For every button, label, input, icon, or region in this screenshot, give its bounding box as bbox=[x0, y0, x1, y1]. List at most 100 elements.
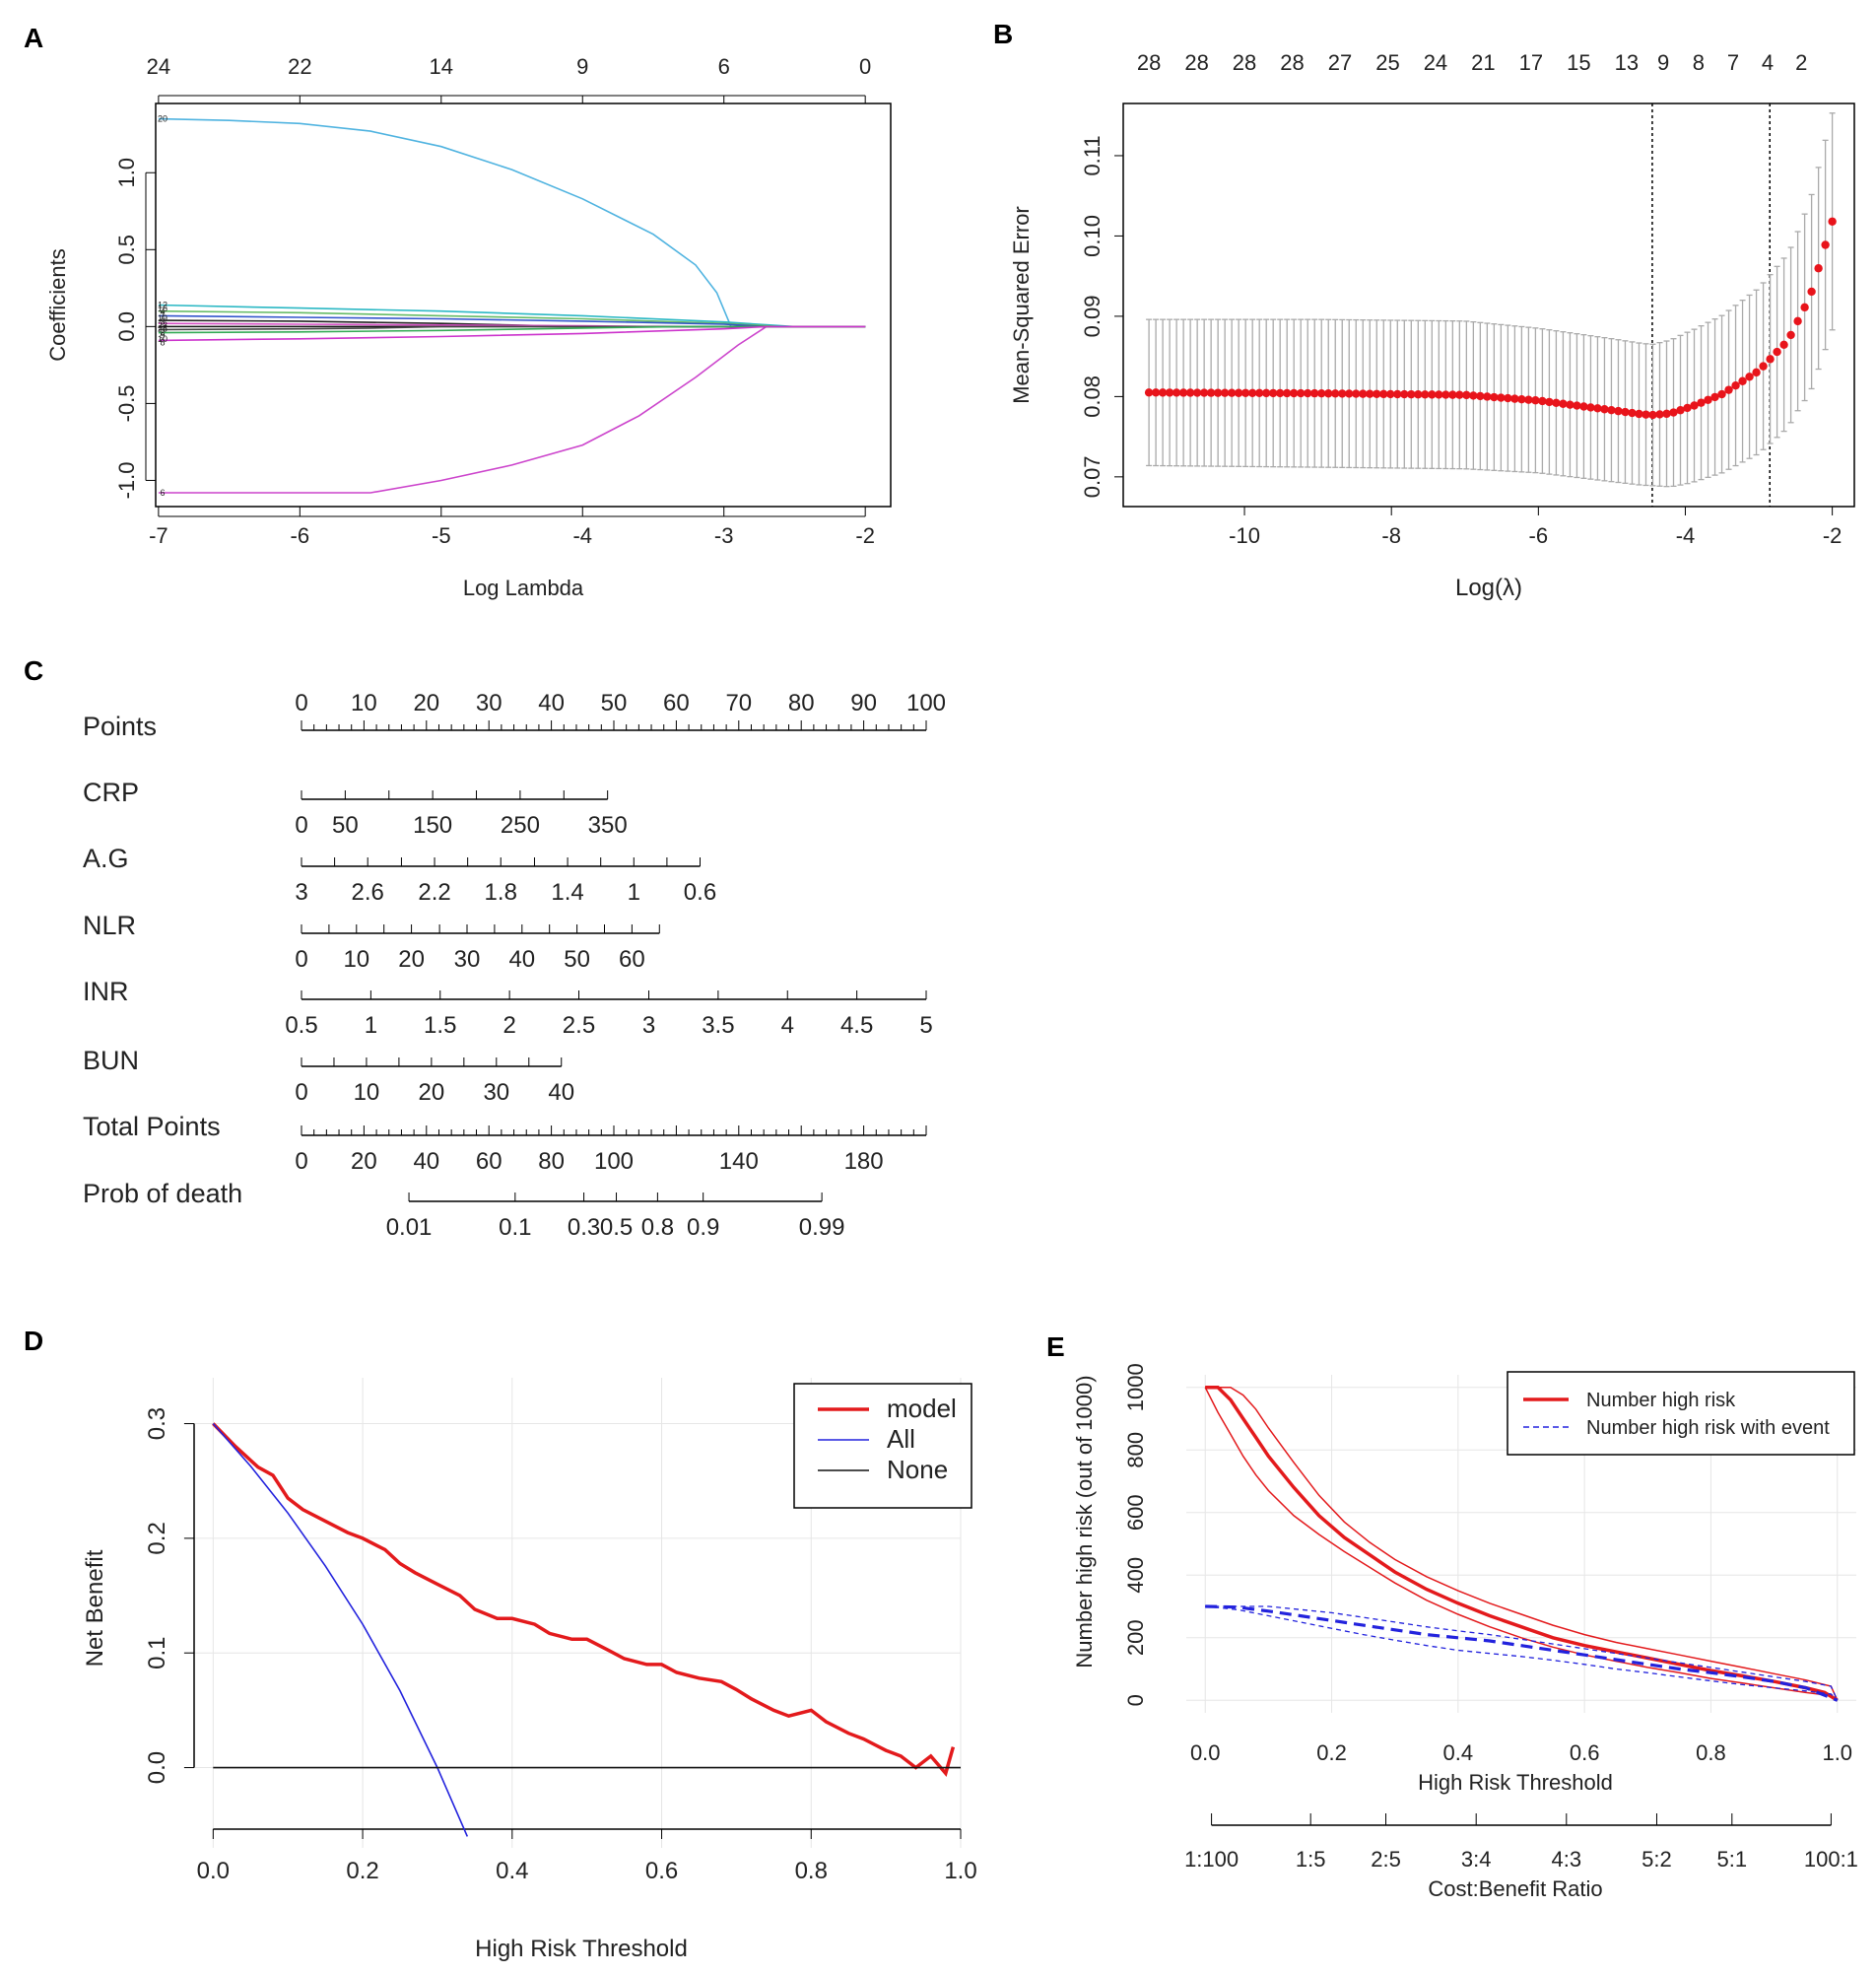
scale-tick-label: 0 bbox=[295, 1148, 307, 1175]
x-tick-label: -5 bbox=[432, 523, 451, 548]
scale-tick-label: 80 bbox=[788, 690, 815, 716]
top-tick-label: 24 bbox=[1424, 50, 1447, 75]
mse-point bbox=[1655, 410, 1664, 419]
scale-tick-label: 1.4 bbox=[551, 879, 583, 906]
row-label: INR bbox=[83, 977, 129, 1006]
mse-point bbox=[1158, 388, 1168, 397]
mse-point bbox=[1538, 396, 1547, 406]
mse-point bbox=[1814, 264, 1823, 273]
mse-point bbox=[1151, 388, 1161, 397]
mse-point bbox=[1317, 388, 1326, 398]
line-label-6: 6 bbox=[160, 488, 165, 498]
mse-point bbox=[1607, 405, 1616, 415]
cost-benefit-axis-title: Cost:Benefit Ratio bbox=[1428, 1876, 1602, 1901]
mse-point bbox=[1407, 389, 1416, 399]
scale-tick-label: 70 bbox=[725, 690, 752, 716]
mse-point bbox=[1428, 390, 1437, 399]
mse-point bbox=[1213, 388, 1223, 397]
mse-point bbox=[1786, 330, 1795, 340]
y-axis-title: Net Benefit bbox=[82, 1549, 108, 1667]
scale-tick-label: 10 bbox=[343, 946, 369, 973]
top-tick-label: 27 bbox=[1328, 50, 1352, 75]
y-tick-label: 200 bbox=[1123, 1619, 1148, 1656]
legend-box bbox=[1507, 1371, 1855, 1456]
mse-point bbox=[1724, 385, 1733, 394]
mse-point bbox=[1261, 388, 1271, 398]
line-label-9: 9 bbox=[160, 330, 165, 340]
mse-point bbox=[1393, 389, 1402, 399]
cost-benefit-tick-label: 5:1 bbox=[1717, 1847, 1748, 1872]
mse-point bbox=[1366, 389, 1374, 398]
scale-tick-label: 0.99 bbox=[799, 1214, 845, 1241]
y-tick-label: 400 bbox=[1123, 1557, 1148, 1594]
scale-tick-label: 100 bbox=[594, 1148, 634, 1175]
y-tick-label: 1.0 bbox=[114, 158, 139, 188]
mse-point bbox=[1614, 406, 1623, 416]
mse-point bbox=[1338, 389, 1347, 398]
top-tick-label: 4 bbox=[1762, 50, 1774, 75]
scale-tick-label: 3.5 bbox=[702, 1012, 734, 1039]
top-tick-label: 28 bbox=[1233, 50, 1256, 75]
top-tick-label: 28 bbox=[1184, 50, 1208, 75]
coefficient-path-20 bbox=[158, 117, 866, 328]
panel-label-e: E bbox=[1046, 1331, 1065, 1362]
top-tick-label: 0 bbox=[859, 54, 871, 79]
y-axis-title: Mean-Squared Error bbox=[1009, 206, 1034, 404]
x-tick-label: -8 bbox=[1381, 523, 1401, 548]
scale-tick-label: 3 bbox=[295, 879, 307, 906]
scale-tick-label: 1.5 bbox=[424, 1012, 456, 1039]
scale-tick-label: 1 bbox=[365, 1012, 377, 1039]
mse-point bbox=[1717, 389, 1726, 399]
mse-point bbox=[1206, 388, 1216, 397]
cost-benefit-tick-label: 5:2 bbox=[1642, 1847, 1672, 1872]
mse-point bbox=[1379, 389, 1388, 399]
x-tick-label: 0.6 bbox=[1570, 1740, 1600, 1765]
scale-tick-label: 40 bbox=[413, 1148, 439, 1175]
cost-benefit-tick-label: 2:5 bbox=[1371, 1847, 1401, 1872]
x-tick-label: 0.0 bbox=[1190, 1740, 1221, 1765]
mse-point bbox=[1469, 391, 1478, 400]
mse-point bbox=[1738, 376, 1747, 385]
mse-point bbox=[1704, 395, 1712, 404]
row-label: Points bbox=[83, 712, 157, 741]
scale-tick-label: 4 bbox=[781, 1012, 794, 1039]
mse-point bbox=[1566, 400, 1574, 409]
mse-point bbox=[1247, 388, 1257, 398]
mse-point bbox=[1373, 389, 1381, 398]
curve-number-high-risk-with-event-upper bbox=[1205, 1605, 1839, 1701]
scale-tick-label: 0 bbox=[295, 812, 307, 839]
scale-tick-label: 140 bbox=[719, 1148, 759, 1175]
x-tick-label: -6 bbox=[291, 523, 310, 548]
mse-point bbox=[1517, 394, 1526, 404]
mse-point bbox=[1386, 389, 1395, 399]
x-tick-label: 1.0 bbox=[1822, 1740, 1852, 1765]
mse-point bbox=[1283, 388, 1292, 398]
panel-a-lasso-coefficients: -7 -6 -5 -4 -3 -2-1.0-0.50.00.51.024 22 14 9 6 0Lo… bbox=[45, 54, 892, 600]
scale-tick-label: 0.3 bbox=[568, 1214, 600, 1241]
mse-point bbox=[1683, 403, 1692, 413]
mse-point bbox=[1559, 399, 1568, 408]
nomogram-row-points: Points 0 10 20 30 40 50 60 70 80 90 100 bbox=[83, 690, 946, 741]
line-label-8: 8 bbox=[160, 337, 165, 347]
scale-tick-label: 180 bbox=[844, 1148, 884, 1175]
line-label-3: 3 bbox=[160, 317, 165, 327]
mse-point bbox=[1254, 388, 1264, 398]
mse-point bbox=[1476, 391, 1485, 401]
y-tick-label: -1.0 bbox=[114, 462, 139, 500]
panel-label-c: C bbox=[24, 655, 43, 686]
mse-point bbox=[1642, 410, 1650, 419]
mse-point bbox=[1573, 401, 1581, 410]
mse-point bbox=[1690, 401, 1699, 410]
mse-point bbox=[1745, 373, 1754, 381]
top-tick-label: 28 bbox=[1280, 50, 1304, 75]
y-axis-title: Number high risk (out of 1000) bbox=[1072, 1375, 1097, 1668]
scale-tick-label: 1.8 bbox=[485, 879, 517, 906]
mse-point bbox=[1531, 396, 1540, 405]
x-tick-label: 0.4 bbox=[496, 1858, 528, 1884]
curve-number-high-risk-upper bbox=[1205, 1386, 1839, 1701]
mse-point bbox=[1579, 402, 1588, 411]
mse-point bbox=[1290, 388, 1299, 398]
top-tick-label: 9 bbox=[576, 54, 588, 79]
scale-tick-label: 40 bbox=[508, 946, 535, 973]
